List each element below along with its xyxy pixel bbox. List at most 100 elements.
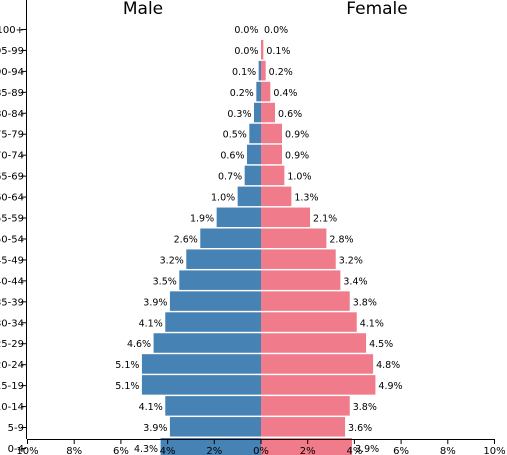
value-label-female-70-74: 0.9%	[285, 151, 309, 162]
bar-male-90-94	[258, 60, 261, 81]
bar-male-5-9	[169, 417, 261, 437]
value-label-male-95-99: 0.0%	[234, 46, 258, 57]
bar-male-80-84	[253, 102, 261, 123]
legend-female-label: Female	[346, 0, 407, 19]
y-tick-label-50-54: 50-54	[0, 234, 24, 245]
x-tick-label-0: 10%	[16, 446, 38, 455]
value-label-female-60-64: 1.3%	[294, 193, 318, 204]
bar-male-55-59	[216, 207, 261, 228]
y-tick-label-0-4: 0-4	[8, 444, 24, 455]
bar-female-90-94	[261, 60, 266, 81]
y-tick-label-55-59: 55-59	[0, 214, 24, 225]
x-tick-label-7: 4%	[346, 446, 362, 455]
bar-female-70-74	[261, 144, 283, 165]
bar-male-85-89	[256, 81, 261, 102]
bar-female-85-89	[261, 81, 271, 102]
y-tick-label-30-34: 30-34	[0, 318, 24, 329]
x-axis: 10% 8% 6% 4% 2% 0% 2% 4% 6% 8% 10%	[16, 439, 506, 455]
x-tick-label-1: 8%	[66, 446, 82, 455]
value-label-male-10-14: 4.1%	[139, 402, 163, 413]
value-label-male-100plus: 0.0%	[234, 25, 258, 36]
bar-female-50-54	[261, 228, 327, 248]
value-label-female-40-44: 3.4%	[343, 276, 367, 287]
y-tick-label-100plus: 100+	[0, 25, 24, 36]
value-label-male-5-9: 3.9%	[143, 423, 167, 434]
value-label-female-25-29: 4.5%	[369, 339, 393, 350]
bar-male-45-49	[186, 249, 261, 269]
bar-female-30-34	[261, 312, 357, 332]
value-label-male-15-19: 5.1%	[115, 381, 139, 392]
x-tick-label-8: 6%	[393, 446, 409, 455]
value-label-male-65-69: 0.7%	[218, 172, 242, 183]
y-tick-label-35-39: 35-39	[0, 297, 24, 308]
value-label-female-85-89: 0.4%	[273, 88, 297, 99]
bar-female-0-4	[261, 438, 353, 455]
value-label-male-70-74: 0.6%	[220, 151, 244, 162]
value-label-female-75-79: 0.9%	[285, 130, 309, 141]
value-label-female-90-94: 0.2%	[269, 67, 293, 78]
bar-male-65-69	[244, 165, 261, 186]
y-axis: 100+ 95-99 90-94 85-89 80-84 75-79 70-74 65-69 6…	[0, 0, 27, 455]
x-tick-label-6: 2%	[300, 446, 316, 455]
value-labels-group: 0.0% 0.0% 0.0% 0.1% 0.1% 0.2% 0.2% 0.4% 0.3% 0.6%…	[115, 25, 402, 455]
x-tick-label-2: 6%	[113, 446, 129, 455]
value-label-male-80-84: 0.3%	[227, 109, 251, 120]
value-label-female-0-4: 3.9%	[355, 444, 379, 455]
y-tick-label-65-69: 65-69	[0, 172, 24, 183]
x-tick-label-5: 0%	[253, 446, 269, 455]
value-label-male-50-54: 2.6%	[174, 234, 198, 245]
bars-group	[141, 39, 376, 455]
value-label-male-30-34: 4.1%	[139, 318, 163, 329]
x-tick-label-10: 10%	[483, 446, 505, 455]
value-label-male-25-29: 4.6%	[127, 339, 151, 350]
bar-male-75-79	[249, 123, 261, 144]
bar-male-30-34	[165, 312, 261, 332]
value-label-female-20-24: 4.8%	[376, 360, 400, 371]
bar-female-20-24	[261, 354, 374, 374]
value-label-female-15-19: 4.9%	[378, 381, 402, 392]
bar-male-20-24	[141, 354, 261, 374]
value-label-male-20-24: 5.1%	[115, 360, 139, 371]
bar-male-40-44	[179, 270, 261, 290]
value-label-male-55-59: 1.9%	[190, 214, 214, 225]
y-tick-label-60-64: 60-64	[0, 193, 24, 204]
y-tick-label-85-89: 85-89	[0, 88, 24, 99]
y-tick-label-20-24: 20-24	[0, 360, 24, 371]
y-tick-label-90-94: 90-94	[0, 67, 24, 78]
value-label-female-45-49: 3.2%	[339, 255, 363, 266]
bar-male-50-54	[200, 228, 261, 248]
value-label-female-55-59: 2.1%	[313, 214, 337, 225]
legend-male-label: Male	[123, 0, 163, 19]
y-tick-label-75-79: 75-79	[0, 130, 24, 141]
value-label-female-65-69: 1.0%	[287, 172, 311, 183]
y-tick-label-70-74: 70-74	[0, 151, 24, 162]
value-label-female-10-14: 3.8%	[353, 402, 377, 413]
y-tick-label-80-84: 80-84	[0, 109, 24, 120]
bar-male-0-4	[160, 438, 261, 455]
x-tick-label-3: 4%	[160, 446, 176, 455]
value-label-male-85-89: 0.2%	[230, 88, 254, 99]
value-label-female-95-99: 0.1%	[266, 46, 290, 57]
y-tick-label-25-29: 25-29	[0, 339, 24, 350]
bar-male-60-64	[237, 186, 261, 207]
x-tick-label-9: 8%	[440, 446, 456, 455]
bar-female-15-19	[261, 375, 376, 395]
bar-female-75-79	[261, 123, 283, 144]
bar-female-95-99	[261, 39, 264, 60]
bar-male-35-39	[169, 291, 261, 311]
value-label-female-35-39: 3.8%	[353, 297, 377, 308]
value-label-male-90-94: 0.1%	[232, 67, 256, 78]
y-tick-label-5-9: 5-9	[8, 423, 24, 434]
bar-female-55-59	[261, 207, 311, 228]
value-label-male-75-79: 0.5%	[223, 130, 247, 141]
bar-female-80-84	[261, 102, 276, 123]
value-label-female-50-54: 2.8%	[329, 234, 353, 245]
bar-female-5-9	[261, 417, 346, 437]
bar-male-10-14	[165, 396, 261, 416]
y-tick-label-15-19: 15-19	[0, 381, 24, 392]
value-label-female-80-84: 0.6%	[278, 109, 302, 120]
y-tick-label-10-14: 10-14	[0, 402, 24, 413]
value-label-male-60-64: 1.0%	[211, 193, 235, 204]
bar-female-60-64	[261, 186, 292, 207]
